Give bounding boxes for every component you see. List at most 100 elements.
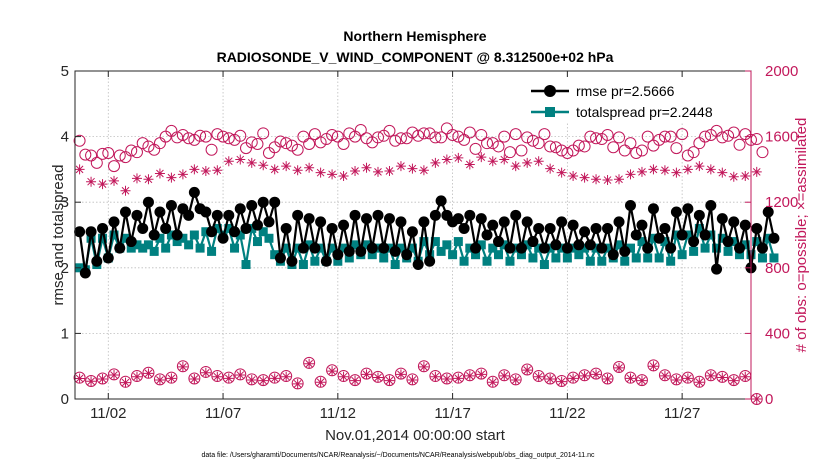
possible-obs-marker (544, 140, 557, 153)
assimilated-obs-marker (372, 166, 383, 177)
possible-obs-marker (125, 144, 138, 157)
possible-obs-marker (481, 137, 494, 150)
assimilated-obs-marker (212, 371, 223, 382)
possible-obs-marker (458, 133, 471, 146)
totalspread-marker (717, 233, 727, 243)
rmse-marker (550, 239, 562, 251)
totalspread-marker (172, 237, 182, 247)
assimilated-obs-marker (120, 377, 131, 388)
right-tick-label: 2000 (765, 63, 798, 80)
totalspread-marker (120, 233, 130, 243)
possible-obs-marker (515, 144, 528, 157)
assimilated-obs-marker (487, 377, 498, 388)
possible-obs-marker (624, 137, 637, 150)
possible-obs-marker (486, 137, 499, 150)
right-tick-label: 400 (765, 325, 790, 342)
possible-obs-marker (90, 156, 103, 169)
assimilated-obs-marker (235, 154, 246, 165)
totalspread-marker (459, 256, 469, 266)
totalspread-marker (327, 243, 337, 253)
rmse-marker (544, 222, 556, 234)
assimilated-obs-marker (131, 371, 142, 382)
totalspread-marker (396, 243, 406, 253)
assimilated-obs-marker (120, 185, 131, 196)
assimilated-obs-marker (487, 156, 498, 167)
possible-obs-marker (96, 372, 109, 385)
assimilated-obs-marker (97, 373, 108, 384)
rmse-marker (200, 206, 212, 218)
totalspread-marker (631, 253, 641, 263)
assimilated-obs-marker (143, 174, 154, 185)
totalspread-marker (310, 256, 320, 266)
totalspread-marker (689, 246, 699, 256)
rmse-marker (79, 267, 91, 279)
rmse-marker (114, 242, 126, 254)
rmse-marker (538, 242, 550, 254)
totalspread-marker (281, 243, 291, 253)
possible-obs-marker (79, 148, 92, 161)
assimilated-obs-marker (694, 161, 705, 172)
assimilated-obs-marker (384, 375, 395, 386)
assimilated-obs-marker (441, 373, 452, 384)
assimilated-obs-marker (315, 167, 326, 178)
totalspread-marker (384, 243, 394, 253)
assimilated-obs-marker (740, 170, 751, 181)
right-axis: 0 400 800 1200 1600 2000 (765, 63, 798, 408)
assimilated-obs-marker (568, 170, 579, 181)
rmse-marker (297, 242, 309, 254)
assimilated-obs-marker (682, 373, 693, 384)
possible-obs-marker (240, 142, 253, 155)
totalspread-marker (430, 237, 440, 247)
assimilated-obs-marker (441, 154, 452, 165)
possible-obs-marker (257, 127, 270, 140)
assimilated-obs-marker (350, 166, 361, 177)
assimilated-obs-marker (740, 371, 751, 382)
totalspread-marker (333, 256, 343, 266)
possible-obs-marker (733, 138, 746, 151)
rmse-marker (142, 196, 154, 208)
assimilated-obs-marker (659, 370, 670, 381)
rmse-marker (361, 213, 373, 225)
rmse-marker (579, 226, 591, 238)
totalspread-marker (591, 243, 601, 253)
rmse-marker (171, 229, 183, 241)
rmse-marker (596, 242, 608, 254)
totalspread-marker (545, 243, 555, 253)
possible-obs-marker (159, 130, 172, 143)
totalspread-marker (143, 240, 153, 250)
possible-obs-marker (314, 136, 327, 149)
rmse-marker (498, 216, 510, 228)
totalspread-marker (453, 237, 463, 247)
assimilated-obs-marker (602, 175, 613, 186)
x-axis-label: Nov.01,2014 00:00:00 start (325, 427, 506, 444)
rmse-marker (739, 219, 751, 231)
rmse-marker (722, 236, 734, 248)
totalspread-marker (700, 243, 710, 253)
possible-obs-marker (148, 143, 161, 156)
assimilated-obs-marker (682, 164, 693, 175)
rmse-marker (711, 263, 723, 275)
assimilated-obs-marker (223, 373, 234, 384)
rmse-marker (315, 216, 327, 228)
possible-obs-marker (699, 130, 712, 143)
assimilated-obs-marker (556, 167, 567, 178)
data-file-footnote: data file: /Users/gharamti/Documents/NCA… (201, 452, 595, 459)
rmse-marker (647, 203, 659, 215)
assimilated-obs-marker (86, 176, 97, 187)
possible-obs-marker (331, 130, 344, 143)
assimilated-obs-marker (728, 375, 739, 386)
rmse-marker (630, 229, 642, 241)
rmse-marker (292, 209, 304, 221)
assimilated-obs-marker (636, 375, 647, 386)
rmse-marker (728, 216, 740, 228)
totalspread-marker (557, 243, 567, 253)
totalspread-marker (528, 253, 538, 263)
rmse-marker (475, 213, 487, 225)
totalspread-marker (516, 250, 526, 260)
possible-obs-marker (274, 135, 287, 148)
assimilated-obs-marker (304, 162, 315, 173)
possible-obs-marker (658, 130, 671, 143)
totalspread-marker (379, 253, 389, 263)
possible-obs-marker (710, 124, 723, 137)
possible-obs-marker (262, 147, 275, 159)
